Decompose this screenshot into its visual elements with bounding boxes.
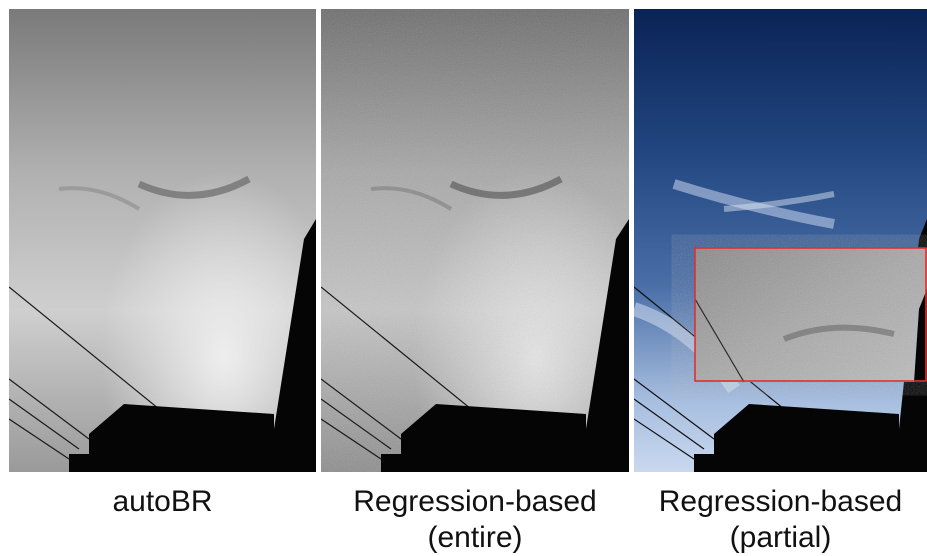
caption-line: Regression-based bbox=[658, 485, 903, 518]
image-panel-regression-entire bbox=[321, 9, 629, 472]
regression-partial-photo bbox=[634, 9, 927, 472]
inset-border bbox=[694, 247, 927, 382]
inset-region bbox=[694, 247, 927, 383]
caption-regression-partial: Regression-based (partial) bbox=[634, 484, 927, 556]
caption-line: (entire) bbox=[427, 521, 523, 554]
caption-line: (partial) bbox=[729, 521, 832, 554]
autobr-photo bbox=[9, 9, 316, 472]
regression-entire-photo bbox=[321, 9, 629, 472]
caption-autobr: autoBR bbox=[9, 484, 316, 520]
caption-regression-entire: Regression-based (entire) bbox=[321, 484, 629, 556]
caption-line: Regression-based bbox=[353, 485, 597, 518]
image-panel-regression-partial bbox=[634, 9, 927, 472]
caption-line: autoBR bbox=[112, 485, 213, 518]
image-panel-autobr bbox=[9, 9, 316, 472]
